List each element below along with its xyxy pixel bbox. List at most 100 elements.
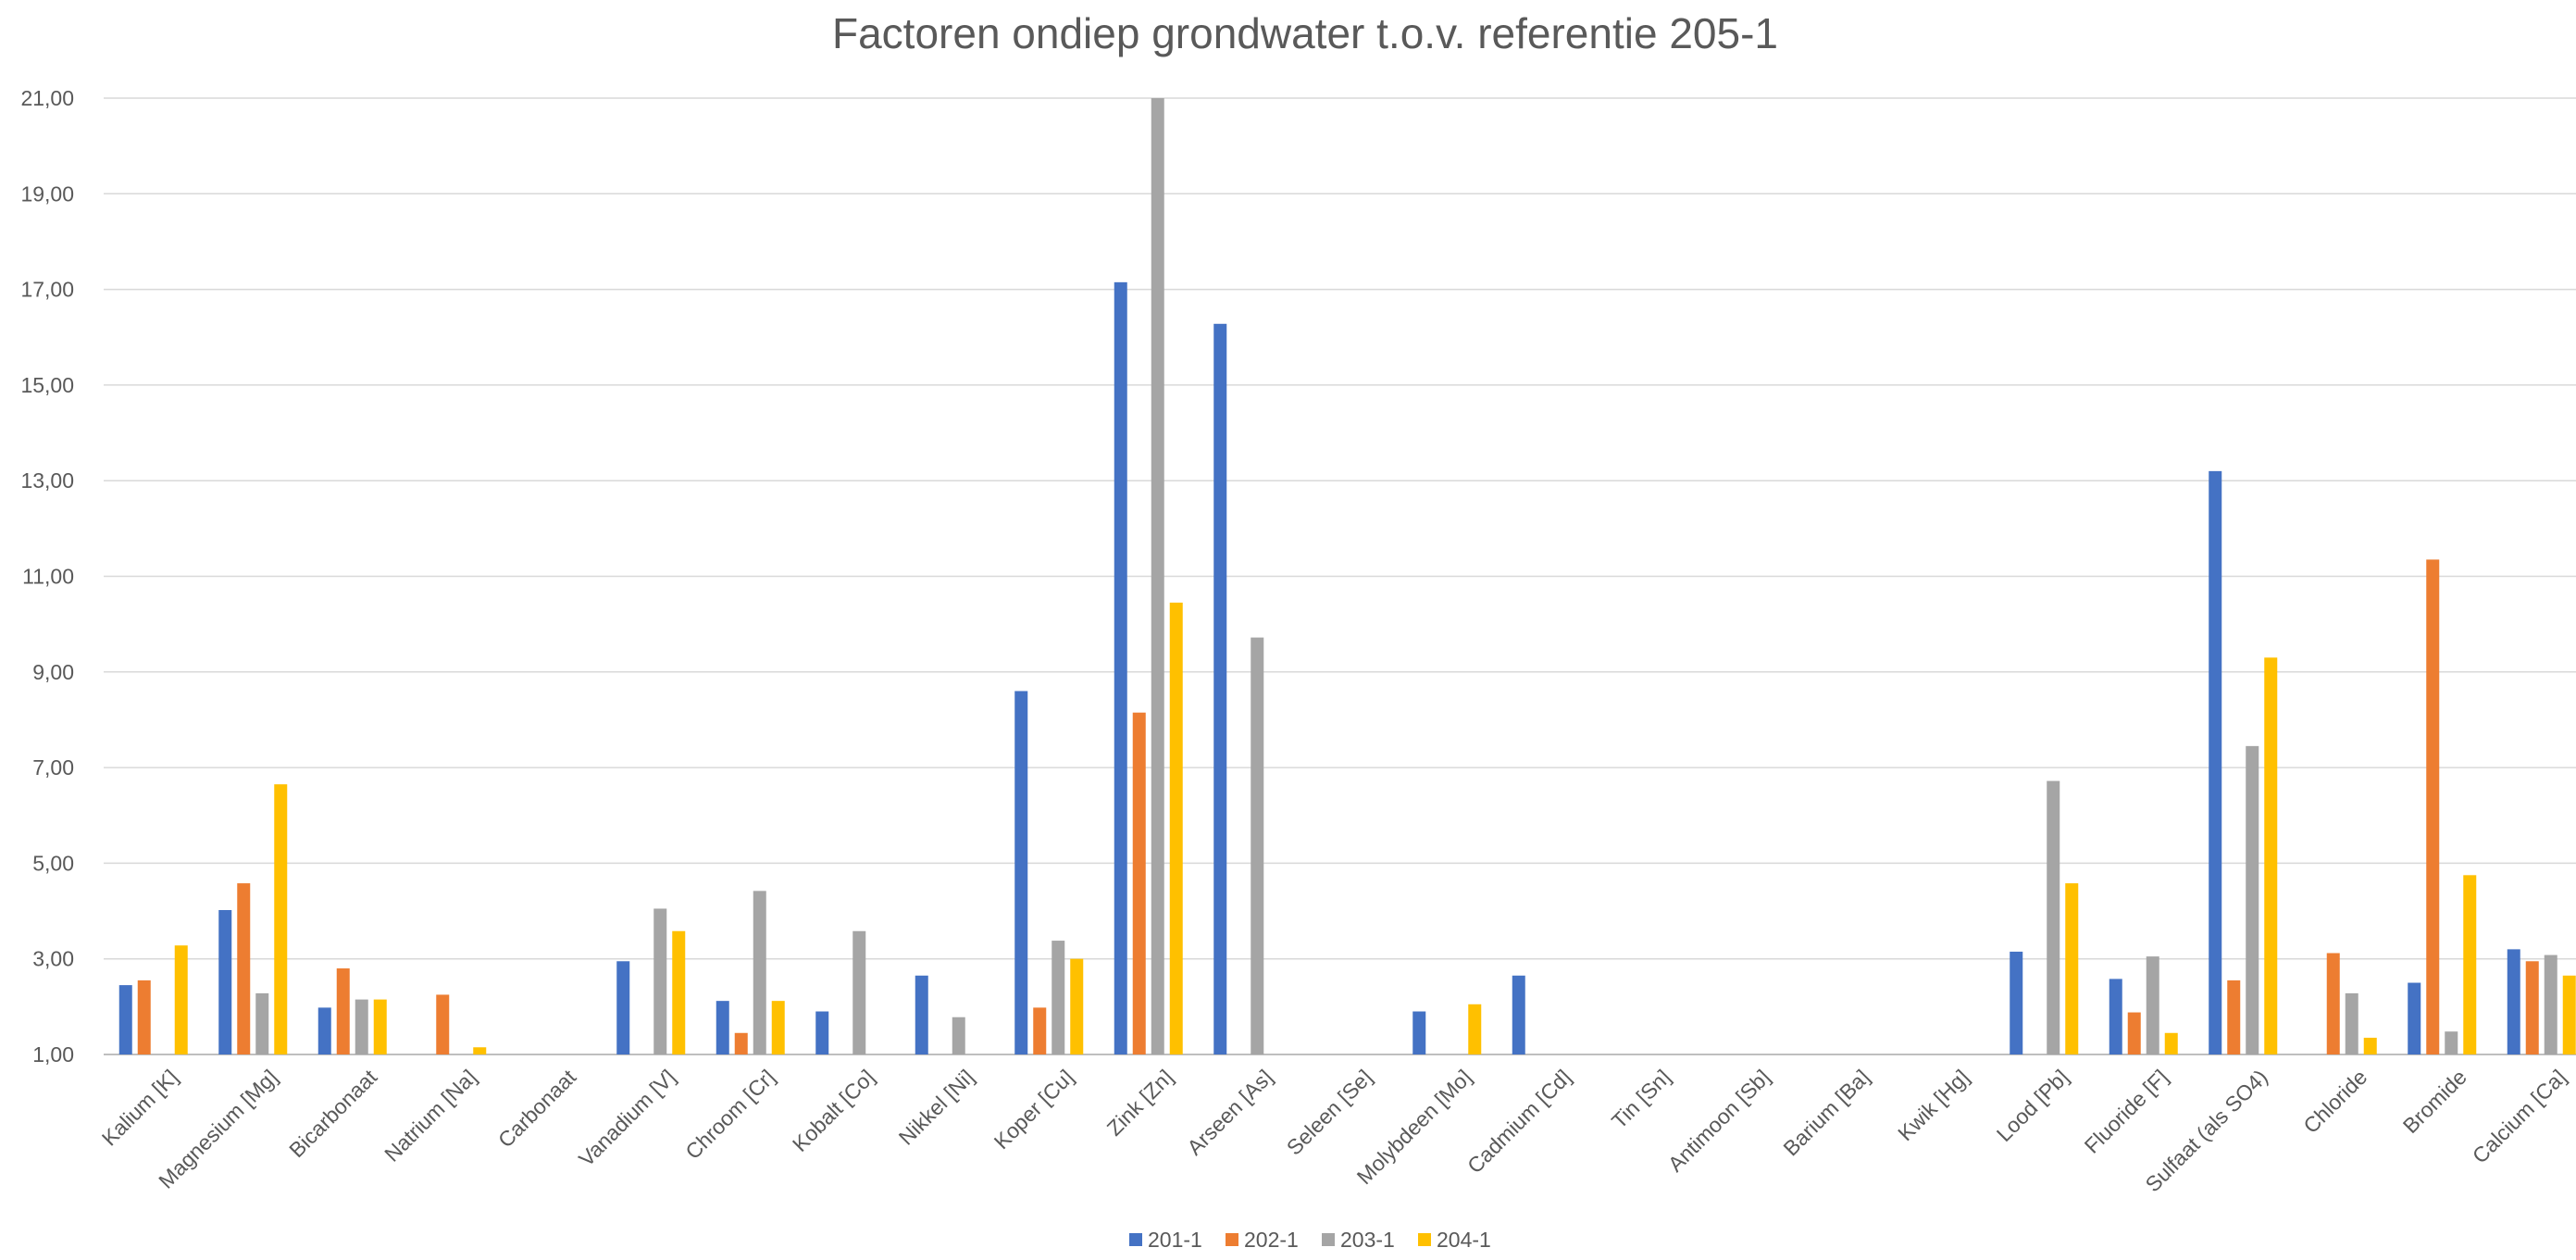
y-axis-ticks: 1,00 3,00 5,00 7,00 9,00 11,00 13,00 15,00 17,00… bbox=[20, 86, 74, 1067]
bar-201-1 bbox=[2408, 982, 2421, 1054]
bar-204-1 bbox=[771, 1001, 785, 1054]
x-category-label: Koper [Cu] bbox=[989, 1065, 1078, 1154]
bar-201-1 bbox=[218, 910, 232, 1054]
bar-203-1 bbox=[2445, 1031, 2458, 1054]
gridlines bbox=[104, 97, 2576, 1055]
legend-swatch-203-1 bbox=[1322, 1233, 1335, 1246]
bar-202-1 bbox=[237, 883, 251, 1054]
bar-204-1 bbox=[2363, 1037, 2377, 1054]
bar-203-1 bbox=[2544, 954, 2557, 1054]
bar-202-1 bbox=[2426, 559, 2440, 1054]
x-category-label: Lood [Pb] bbox=[1992, 1065, 2073, 1146]
y-tick-label: 13,00 bbox=[20, 468, 74, 493]
x-category-label: Vanadium [V] bbox=[574, 1065, 680, 1171]
legend-swatch-202-1 bbox=[1226, 1233, 1238, 1246]
bar-201-1 bbox=[1014, 691, 1028, 1054]
x-category-label: Chroom [Cr] bbox=[680, 1065, 779, 1164]
legend-label: 202-1 bbox=[1244, 1228, 1299, 1252]
bar-201-1 bbox=[2507, 949, 2520, 1054]
bar-202-1 bbox=[1033, 1007, 1047, 1054]
x-category-label: Barium [Ba] bbox=[1778, 1065, 1873, 1160]
x-category-label: Fluoride [F] bbox=[2080, 1065, 2173, 1158]
legend-swatch-201-1 bbox=[1129, 1233, 1142, 1246]
y-tick-label: 1,00 bbox=[32, 1042, 74, 1067]
bar-203-1 bbox=[1151, 98, 1164, 1054]
bar-201-1 bbox=[1512, 975, 1525, 1054]
bar-203-1 bbox=[2146, 956, 2159, 1054]
legend-label: 203-1 bbox=[1340, 1228, 1395, 1252]
bar-202-1 bbox=[137, 979, 151, 1054]
bar-202-1 bbox=[734, 1032, 748, 1054]
x-category-label: Carbonaat bbox=[493, 1065, 581, 1153]
bar-201-1 bbox=[2109, 979, 2122, 1054]
bar-201-1 bbox=[1114, 281, 1127, 1054]
y-tick-label: 15,00 bbox=[20, 373, 74, 397]
y-tick-label: 9,00 bbox=[32, 660, 74, 684]
bar-204-1 bbox=[1468, 1004, 1482, 1054]
bar-201-1 bbox=[118, 985, 132, 1054]
x-axis-categories: Kalium [K]Magnesium [Mg] BicarbonaatNatri… bbox=[97, 1065, 2571, 1197]
chart-title: Factoren ondiep grondwater t.o.v. refere… bbox=[832, 9, 1778, 57]
bar-204-1 bbox=[1070, 958, 1084, 1054]
y-tick-label: 21,00 bbox=[20, 86, 74, 110]
x-category-label: Calcium [Ca] bbox=[2468, 1065, 2570, 1167]
y-tick-label: 7,00 bbox=[32, 755, 74, 780]
x-category-label: Seleen [Se] bbox=[1282, 1065, 1376, 1159]
x-category-label: Arseen [As] bbox=[1182, 1065, 1276, 1159]
y-tick-label: 11,00 bbox=[22, 565, 74, 589]
x-category-label: Bicarbonaat bbox=[284, 1065, 382, 1163]
x-category-label: Kalium [K] bbox=[97, 1065, 183, 1151]
bar-202-1 bbox=[336, 968, 350, 1054]
x-category-label: Natrium [Na] bbox=[380, 1065, 481, 1166]
bar-202-1 bbox=[436, 994, 450, 1054]
bar-202-1 bbox=[2227, 979, 2241, 1054]
bar-203-1 bbox=[355, 999, 368, 1054]
bar-203-1 bbox=[255, 992, 269, 1054]
bar-203-1 bbox=[1052, 941, 1065, 1054]
y-tick-label: 3,00 bbox=[32, 947, 74, 971]
bar-203-1 bbox=[1251, 637, 1264, 1054]
bar-204-1 bbox=[2463, 875, 2477, 1054]
bar-203-1 bbox=[2246, 745, 2259, 1054]
x-category-label: Chloride bbox=[2298, 1065, 2371, 1138]
x-category-label: Bromide bbox=[2398, 1065, 2471, 1138]
bar-201-1 bbox=[716, 1001, 729, 1054]
bar-204-1 bbox=[2164, 1032, 2178, 1054]
legend: 201-1 202-1 203-1 204-1 bbox=[1129, 1228, 1491, 1252]
bar-202-1 bbox=[1132, 712, 1146, 1054]
bar-201-1 bbox=[1213, 323, 1227, 1055]
bar-204-1 bbox=[174, 945, 188, 1054]
bar-204-1 bbox=[274, 784, 288, 1054]
bar-202-1 bbox=[2525, 961, 2539, 1054]
bars bbox=[118, 98, 2576, 1055]
x-category-label: Antimoon [Sb] bbox=[1663, 1065, 1775, 1177]
legend-label: 201-1 bbox=[1148, 1228, 1202, 1252]
bar-203-1 bbox=[952, 1017, 965, 1054]
x-category-label: Nikkel [Ni] bbox=[894, 1065, 979, 1150]
legend-label: 204-1 bbox=[1437, 1228, 1491, 1252]
bar-201-1 bbox=[317, 1007, 331, 1054]
bar-204-1 bbox=[2264, 657, 2278, 1054]
bar-201-1 bbox=[1412, 1011, 1426, 1054]
y-tick-label: 5,00 bbox=[32, 851, 74, 875]
bar-204-1 bbox=[2562, 975, 2576, 1054]
bar-203-1 bbox=[2345, 992, 2358, 1054]
bar-203-1 bbox=[753, 891, 766, 1054]
x-category-label: Kwik [Hg] bbox=[1893, 1065, 1973, 1145]
x-category-label: Kobalt [Co] bbox=[788, 1065, 879, 1156]
bar-201-1 bbox=[915, 975, 928, 1054]
x-category-label: Zink [Zn] bbox=[1102, 1065, 1178, 1141]
bar-201-1 bbox=[2010, 951, 2023, 1054]
bar-201-1 bbox=[2209, 470, 2222, 1054]
bar-203-1 bbox=[852, 930, 866, 1054]
bar-201-1 bbox=[815, 1011, 829, 1054]
bar-204-1 bbox=[672, 930, 686, 1054]
bar-204-1 bbox=[1169, 602, 1183, 1054]
y-tick-label: 19,00 bbox=[20, 181, 74, 206]
bar-203-1 bbox=[2047, 780, 2060, 1054]
x-category-label: Tin [Sn] bbox=[1607, 1065, 1675, 1133]
y-tick-label: 17,00 bbox=[20, 278, 74, 302]
bar-202-1 bbox=[2127, 1012, 2141, 1054]
